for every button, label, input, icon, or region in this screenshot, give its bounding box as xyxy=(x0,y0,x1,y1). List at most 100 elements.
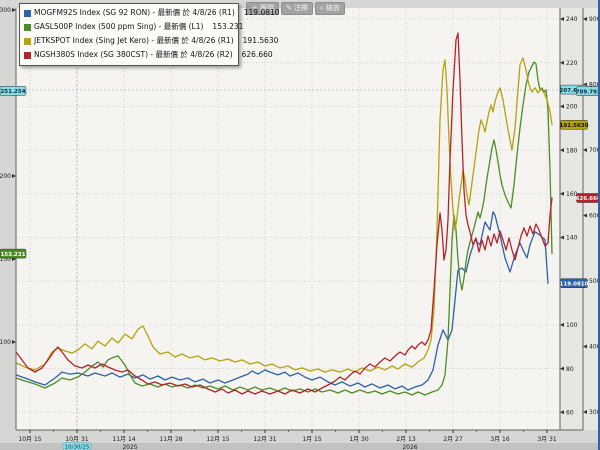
r2-axis-column xyxy=(583,8,600,430)
tracking-value-text: 251.254 xyxy=(0,89,25,95)
r1-tick-mark xyxy=(560,366,564,371)
r1-tick-label: 200 xyxy=(566,104,578,111)
legend-item-value: 119.0810 xyxy=(243,8,280,17)
r2-tick-mark xyxy=(583,148,587,152)
series-line-GASL500P[interactable] xyxy=(15,61,553,396)
r1-tick-label: 240 xyxy=(566,16,578,23)
r2-tick-mark xyxy=(583,17,587,21)
tracking-value-text: 207.6676 xyxy=(560,88,589,94)
zoom-button[interactable]: ⌕ 縮放 xyxy=(314,2,345,15)
r1-tick-label: 80 xyxy=(566,366,574,373)
date-tick-label: 12月 15 xyxy=(206,436,229,443)
last-value-label xyxy=(576,193,600,203)
series-color-swatch xyxy=(24,23,31,31)
r1-tick-mark xyxy=(560,60,564,65)
track-button-label: 跟蹤 xyxy=(260,4,274,12)
r1-tick-mark xyxy=(560,235,564,240)
last-value-text: 153.231 xyxy=(0,252,25,258)
last-value-label xyxy=(560,120,588,130)
date-tick-label: 1月 30 xyxy=(349,436,369,443)
annotate-button[interactable]: ✎ 注釋 xyxy=(281,2,313,15)
series-color-swatch xyxy=(24,9,31,17)
date-tick-label: 2月 27 xyxy=(443,436,463,443)
r2-tick-label: 300 xyxy=(589,409,600,416)
legend-item[interactable]: NGSH380S Index (SG 380CST) - 最新價 於 4/8/2… xyxy=(24,48,273,62)
last-value-text: 119.0810 xyxy=(560,281,589,287)
bottom-band xyxy=(0,443,600,450)
r1-tick-mark xyxy=(560,322,564,327)
chart-toolbar: ＋ 跟蹤 ✎ 注釋 ⌕ 縮放 xyxy=(246,2,345,15)
l1-tick-label: 300 xyxy=(0,7,11,14)
r1-tick-label: 180 xyxy=(566,147,578,154)
year-label: 2025 xyxy=(122,444,137,450)
legend-item[interactable]: MOGFM92S Index (SG 92 RON) - 最新價 於 4/8/2… xyxy=(24,6,280,20)
date-tick-label: 3月 31 xyxy=(537,436,557,443)
legend-item-label: NGSH380S Index (SG 380CST) - 最新價 於 4/8/2… xyxy=(34,50,233,59)
year-label: 2026 xyxy=(402,444,417,450)
zoom-button-label: 縮放 xyxy=(325,4,340,12)
plus-icon: ＋ xyxy=(251,4,258,12)
legend-item-value: 626.660 xyxy=(241,50,273,59)
tracking-date-chip xyxy=(62,442,92,450)
r1-tick-label: 140 xyxy=(566,235,578,242)
legend-item-label: MOGFM92S Index (SG 92 RON) - 最新價 於 4/8/2… xyxy=(34,8,235,17)
r2-tick-mark xyxy=(583,213,587,218)
l1-tick-label: 150 xyxy=(0,256,11,263)
l1-tick-mark xyxy=(12,174,16,178)
magnifier-icon: ⌕ xyxy=(319,4,324,12)
r2-tick-label: 400 xyxy=(589,344,600,351)
series-color-swatch xyxy=(24,51,31,59)
r2-tick-label: 900 xyxy=(589,16,600,23)
date-tick-label: 11月 28 xyxy=(159,436,182,443)
series-line-NGSH380S[interactable] xyxy=(15,32,553,395)
legend-item-label: JETKSPOT Index (Sing Jet Kero) - 最新價 於 4… xyxy=(34,36,234,45)
legend-item-value: 153.231 xyxy=(212,22,244,31)
last-value-label xyxy=(0,248,27,259)
date-tick-label: 3月 16 xyxy=(490,436,510,443)
l1-tick-mark xyxy=(12,340,16,344)
pencil-icon: ✎ xyxy=(286,4,292,12)
legend-item[interactable]: GASL500P Index (500 ppm Sing) - 最新價 (L1)… xyxy=(24,20,243,34)
r2-tick-label: 600 xyxy=(589,213,600,220)
r2-tick-label: 500 xyxy=(589,278,600,285)
r1-tick-mark xyxy=(560,410,564,415)
legend-item[interactable]: JETKSPOT Index (Sing Jet Kero) - 最新價 於 4… xyxy=(24,34,278,48)
date-tick-label: 10月 15 xyxy=(18,436,41,443)
l1-tick-mark xyxy=(12,8,16,12)
legend-box[interactable]: MOGFM92S Index (SG 92 RON) - 最新價 於 4/8/2… xyxy=(19,3,280,66)
annotate-button-label: 注釋 xyxy=(293,4,308,12)
r2-tick-mark xyxy=(583,344,587,349)
window-edge-strip xyxy=(598,0,600,450)
legend-item-label: GASL500P Index (500 ppm Sing) - 最新價 (L1) xyxy=(34,22,204,31)
last-value-label xyxy=(560,278,588,288)
l1-tick-label: 200 xyxy=(0,173,11,180)
date-tick-label: 10月 31 xyxy=(65,436,88,443)
r2-tick-mark xyxy=(583,410,587,414)
r1-tick-mark xyxy=(560,17,564,21)
r1-tick-mark xyxy=(560,191,564,196)
date-tick-label: 11月 14 xyxy=(112,436,135,443)
r1-axis-column xyxy=(560,8,583,430)
track-button[interactable]: ＋ 跟蹤 xyxy=(246,2,279,15)
r1-tick-label: 160 xyxy=(566,191,578,198)
tracking-value-label xyxy=(576,86,600,96)
last-value-text: 191.5630 xyxy=(560,123,589,129)
legend-item-value: 191.5630 xyxy=(242,36,279,45)
r2-tick-label: 800 xyxy=(589,82,600,89)
last-value-text: 626.660 xyxy=(576,196,600,202)
date-tick-label: 1月 15 xyxy=(302,436,322,443)
r1-tick-mark xyxy=(560,104,564,109)
plot-area[interactable] xyxy=(16,8,560,430)
r1-tick-mark xyxy=(560,148,564,153)
tracking-value-label xyxy=(0,86,27,96)
r1-tick-label: 220 xyxy=(566,60,578,67)
date-tick-label: 2月 13 xyxy=(396,436,416,443)
date-tick-label: 12月 31 xyxy=(253,436,276,443)
tracking-value-text: 789.793 xyxy=(576,89,600,95)
r1-tick-label: 60 xyxy=(566,410,574,417)
r1-tick-label: 100 xyxy=(566,322,578,329)
series-line-JETKSPOT[interactable] xyxy=(15,57,553,373)
l1-tick-label: 100 xyxy=(0,339,11,346)
